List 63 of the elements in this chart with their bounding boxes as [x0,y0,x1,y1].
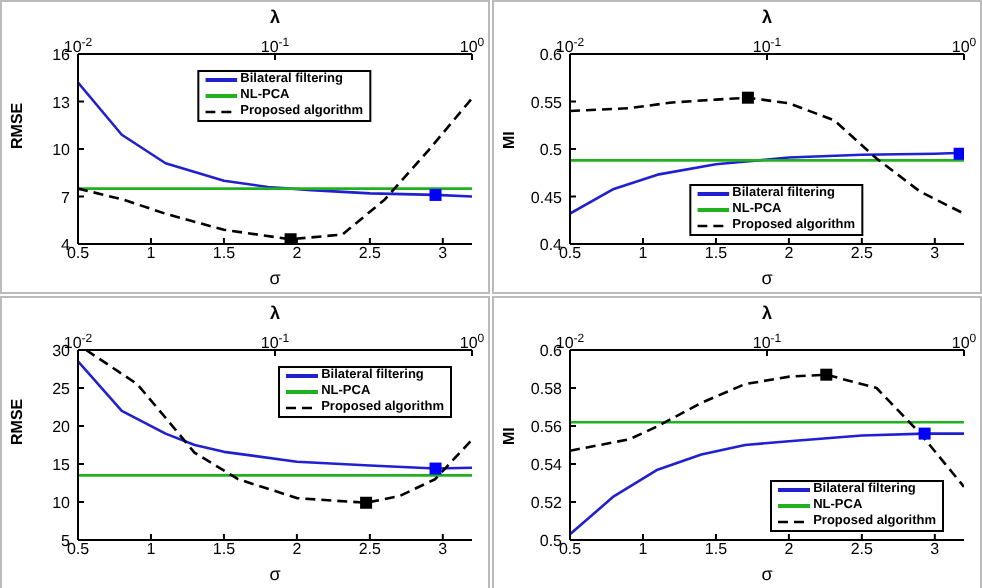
y-tick-label: 30 [52,342,72,360]
y-tick-label: 0.54 [530,456,564,474]
x2-axis-title: λ [269,302,281,323]
x-axis-title: σ [761,268,774,288]
x-tick-label: 1.5 [704,244,729,262]
x-axis-title: σ [761,564,774,584]
x-tick-label: 3 [930,244,941,262]
y-axis-title: MI [499,131,518,149]
x2-axis-title: λ [761,6,773,27]
y-axis-title: RMSE [7,397,26,445]
x2-tick-label: 10$^{0}$ [951,332,978,352]
x2-tick-label: 10$^{-1}$ [752,332,783,352]
x-tick-label: 1.5 [212,244,237,262]
x-tick-label: 3 [438,540,449,558]
y-tick-label: 0.55 [530,93,564,112]
y-tick-label: 0.4 [539,236,564,254]
x-tick-label: 2 [784,540,795,558]
x-axis-title: σ [269,564,282,584]
x-tick-label: 3 [930,540,941,558]
y-tick-label: 0.6 [539,342,564,360]
x-tick-label: 1.5 [212,540,237,558]
x-tick-label: 2 [784,244,795,262]
x2-axis-title: λ [761,302,773,323]
x-axis-title: σ [269,268,282,288]
y-tick-label: 25 [52,380,72,398]
y-tick-label: 16 [52,46,72,64]
y-tick-label: 0.58 [530,380,564,398]
x-tick-label: 1.5 [704,540,729,558]
x2-tick-label: 10$^{-1}$ [260,332,291,352]
line-series [78,81,472,198]
x2-tick-label: 10$^{0}$ [459,332,486,352]
x-tick-label: 2 [292,244,303,262]
x2-tick-label: 10$^{0}$ [951,36,978,56]
x2-tick-label: 10$^{0}$ [459,36,486,56]
x-tick-label: 2.5 [358,540,383,558]
y-tick-label: 7 [61,188,72,207]
y-tick-label: 15 [52,456,72,474]
y-tick-label: 10 [52,141,72,159]
x-tick-label: 1 [638,244,649,262]
x-tick-label: 2.5 [850,540,875,558]
x2-tick-label: 10$^{-1}$ [260,36,291,56]
x-tick-label: 2.5 [358,244,383,262]
y-tick-label: 0.45 [530,188,564,207]
x2-axis-title: λ [269,6,281,27]
y-tick-label: 0.56 [530,418,564,436]
x-tick-label: 3 [438,244,449,262]
x-tick-label: 0.5 [558,244,583,262]
y-tick-label: 0.6 [539,46,564,64]
y-tick-label: 5 [61,532,72,550]
y-axis-title: RMSE [7,101,26,149]
y-tick-label: 0.5 [539,141,564,159]
y-tick-label: 10 [52,494,72,512]
x-tick-label: 1 [146,540,157,558]
y-axis-title: MI [499,427,518,445]
y-tick-label: 13 [52,93,72,112]
y-tick-label: 0.52 [530,494,564,512]
x-tick-label: 2.5 [850,244,875,262]
y-tick-label: 20 [52,418,72,436]
x-tick-label: 0.5 [558,540,583,558]
x2-tick-label: 10$^{-1}$ [752,36,783,56]
x-tick-label: 1 [638,540,649,558]
x-tick-label: 2 [292,540,303,558]
x-tick-label: 1 [146,244,157,262]
